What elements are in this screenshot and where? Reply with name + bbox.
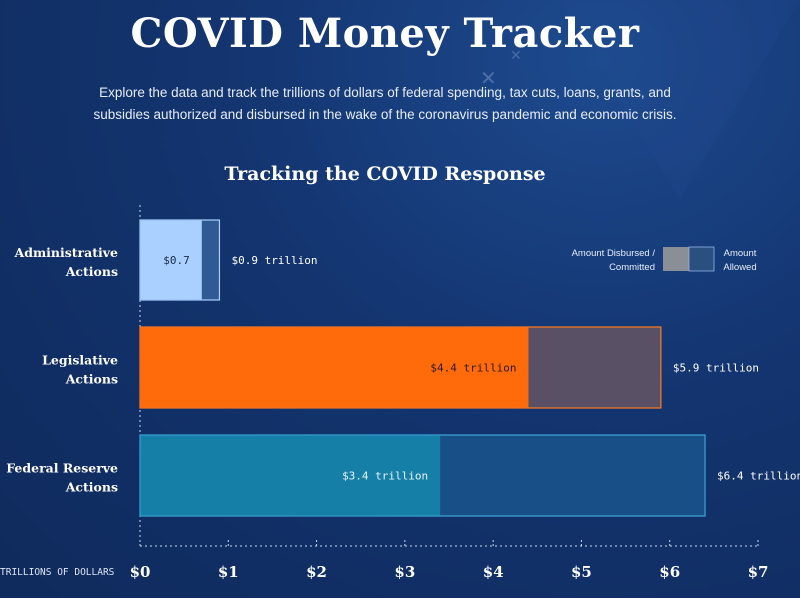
category-label: Legislative bbox=[42, 353, 118, 368]
bar-disbursed-label: $3.4 trillion bbox=[342, 470, 428, 483]
page-title: COVID Money Tracker bbox=[130, 10, 640, 57]
category-label: Actions bbox=[65, 372, 118, 387]
category-label: Federal Reserve bbox=[6, 461, 118, 476]
legend-label-allowed: Amount bbox=[724, 248, 757, 259]
x-tick-label: $1 bbox=[218, 563, 239, 581]
x-tick-label: $0 bbox=[130, 563, 151, 581]
intro-line: Explore the data and track the trillions… bbox=[99, 85, 671, 100]
chart-title: Tracking the COVID Response bbox=[224, 163, 546, 185]
bar-disbursed-label: $0.7 bbox=[163, 254, 190, 267]
x-axis-title: TRILLIONS OF DOLLARS bbox=[0, 567, 115, 578]
bar-allowed-label: $6.4 trillion bbox=[717, 470, 800, 483]
legend-label-allowed: Allowed bbox=[723, 262, 756, 273]
x-tick-label: $3 bbox=[394, 563, 415, 581]
intro-text: Explore the data and track the trillions… bbox=[90, 82, 680, 126]
bar-disbursed bbox=[140, 327, 529, 408]
x-tick-label: $4 bbox=[483, 563, 504, 581]
bar-allowed-label: $0.9 trillion bbox=[231, 254, 317, 267]
legend-label-disbursed: Committed bbox=[609, 262, 655, 273]
legend-swatch-allowed bbox=[688, 246, 715, 272]
x-tick-label: $5 bbox=[571, 563, 592, 581]
category-label: Actions bbox=[65, 480, 118, 495]
bar-allowed-label: $5.9 trillion bbox=[673, 362, 759, 375]
legend-label-disbursed: Amount Disbursed / bbox=[572, 248, 656, 259]
bar-disbursed bbox=[140, 220, 202, 300]
intro-line: subsidies authorized and disbursed in th… bbox=[93, 107, 677, 122]
x-tick-label: $7 bbox=[748, 563, 769, 581]
x-tick-label: $2 bbox=[306, 563, 327, 581]
category-label: Actions bbox=[65, 264, 118, 279]
bar-disbursed bbox=[140, 435, 441, 516]
bar-disbursed-label: $4.4 trillion bbox=[430, 362, 516, 375]
legend-swatch-disbursed bbox=[663, 247, 689, 271]
category-label: Administrative bbox=[14, 245, 119, 260]
x-tick-label: $6 bbox=[659, 563, 680, 581]
